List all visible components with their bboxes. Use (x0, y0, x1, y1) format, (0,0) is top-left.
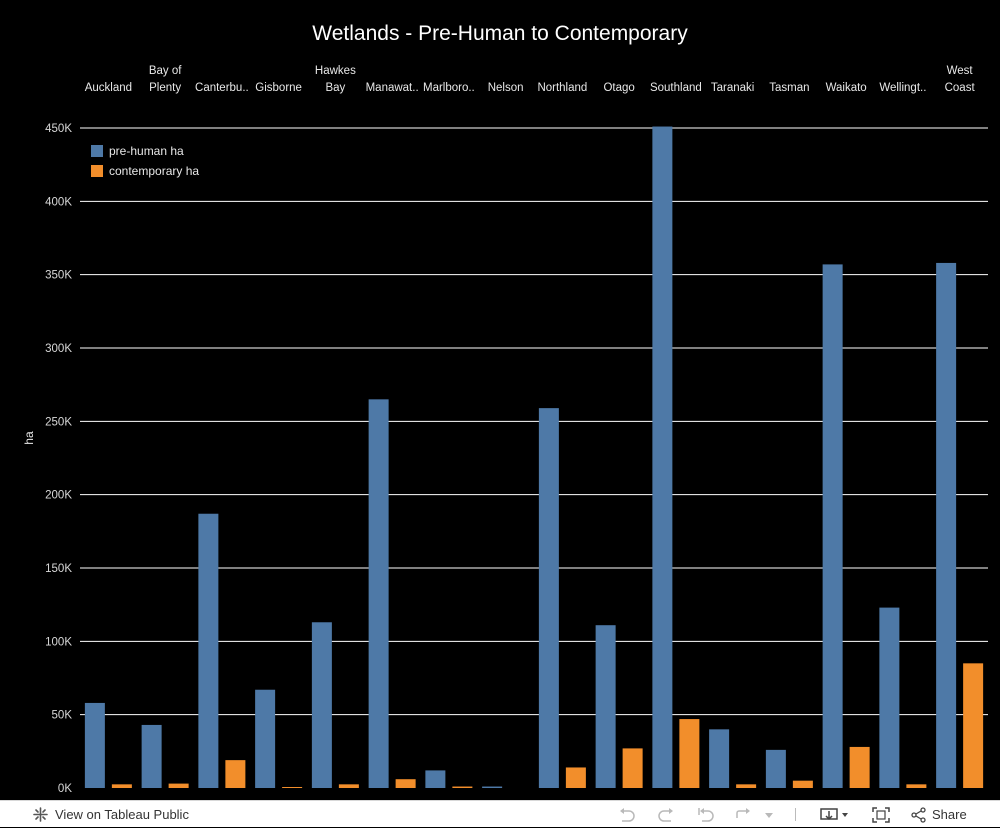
redo-icon[interactable] (657, 801, 675, 828)
category-label: Northland (537, 82, 587, 94)
y-tick-label: 300K (45, 343, 72, 355)
y-tick-label: 0K (58, 783, 72, 795)
bar-pre-human-ha[interactable] (822, 264, 843, 788)
bar-contemporary-ha[interactable] (622, 748, 643, 788)
legend-swatch (91, 145, 103, 157)
view-on-tableau-link[interactable]: View on Tableau Public (55, 807, 189, 822)
legend-label: pre-human ha (109, 144, 184, 158)
bar-pre-human-ha[interactable] (198, 513, 219, 788)
category-label: Wellingt.. (879, 82, 926, 94)
bar-pre-human-ha[interactable] (765, 749, 786, 788)
y-tick-label: 100K (45, 636, 72, 648)
category-label: Plenty (149, 82, 181, 94)
bar-pre-human-ha[interactable] (255, 689, 276, 788)
category-label: Canterbu.. (195, 82, 249, 94)
category-label: Tasman (769, 82, 809, 94)
category-label: Southland (650, 82, 702, 94)
fullscreen-icon[interactable] (872, 801, 890, 828)
chart-title: Wetlands - Pre-Human to Contemporary (312, 22, 688, 45)
bar-pre-human-ha[interactable] (482, 786, 503, 788)
category-label: Bay (325, 82, 345, 94)
revert-icon[interactable] (697, 801, 715, 828)
y-tick-label: 50K (52, 710, 73, 722)
bar-pre-human-ha[interactable] (368, 399, 389, 788)
refresh-icon[interactable] (734, 801, 754, 828)
y-tick-label: 150K (45, 563, 72, 575)
bar-contemporary-ha[interactable] (111, 784, 132, 788)
bar-pre-human-ha[interactable] (595, 625, 616, 788)
bar-pre-human-ha[interactable] (141, 724, 162, 788)
bar-chart: Wetlands - Pre-Human to Contemporary 0K 50… (22, 22, 988, 795)
category-label: Taranaki (711, 82, 754, 94)
category-label: Waikato (826, 82, 867, 94)
category-label: West (947, 65, 974, 77)
bar-pre-human-ha[interactable] (84, 702, 105, 788)
bar-contemporary-ha[interactable] (906, 784, 927, 788)
legend-swatch (91, 165, 103, 177)
bar-contemporary-ha[interactable] (395, 779, 416, 788)
category-label: Manawat.. (366, 82, 419, 94)
tableau-toolbar: View on Tableau Public Share (0, 800, 1000, 827)
y-tick-label: 350K (45, 270, 72, 282)
bar-pre-human-ha[interactable] (879, 607, 900, 788)
bar-contemporary-ha[interactable] (565, 767, 586, 788)
bar-contemporary-ha[interactable] (338, 784, 359, 788)
category-label: Marlboro.. (423, 82, 475, 94)
bar-pre-human-ha[interactable] (425, 770, 446, 788)
category-label: Otago (603, 82, 634, 94)
y-tick-label: 200K (45, 490, 72, 502)
bar-contemporary-ha[interactable] (679, 719, 700, 788)
bar-contemporary-ha[interactable] (282, 787, 303, 788)
bar-contemporary-ha[interactable] (736, 784, 757, 788)
bar-contemporary-ha[interactable] (225, 760, 246, 788)
bar-pre-human-ha[interactable] (311, 622, 332, 788)
tableau-logo-icon[interactable] (32, 801, 49, 828)
undo-icon[interactable] (618, 801, 636, 828)
y-tick-label: 450K (45, 123, 72, 135)
bar-contemporary-ha[interactable] (168, 783, 189, 788)
bar-contemporary-ha[interactable] (792, 780, 813, 788)
y-tick-label: 250K (45, 416, 72, 428)
category-label: Gisborne (255, 82, 302, 94)
category-label: Auckland (85, 82, 132, 94)
bar-contemporary-ha[interactable] (849, 746, 870, 788)
chart-area: Wetlands - Pre-Human to Contemporary 0K 50… (22, 22, 988, 795)
bar-pre-human-ha[interactable] (538, 408, 559, 788)
download-icon[interactable] (820, 801, 850, 828)
category-label: Coast (945, 82, 976, 94)
bar-contemporary-ha[interactable] (963, 663, 984, 788)
refresh-dropdown-icon[interactable] (764, 801, 774, 828)
category-label: Nelson (488, 82, 524, 94)
bar-pre-human-ha[interactable] (652, 126, 673, 789)
share-button[interactable]: Share (932, 807, 967, 822)
share-icon[interactable] (910, 801, 928, 828)
bar-contemporary-ha[interactable] (452, 786, 473, 788)
bar-pre-human-ha[interactable] (936, 262, 957, 788)
category-label: Hawkes (315, 65, 356, 77)
bar-pre-human-ha[interactable] (709, 729, 730, 788)
legend-label: contemporary ha (109, 164, 199, 178)
category-label: Bay of (149, 65, 182, 77)
y-tick-label: 400K (45, 196, 72, 208)
y-axis-label: ha (22, 431, 36, 445)
